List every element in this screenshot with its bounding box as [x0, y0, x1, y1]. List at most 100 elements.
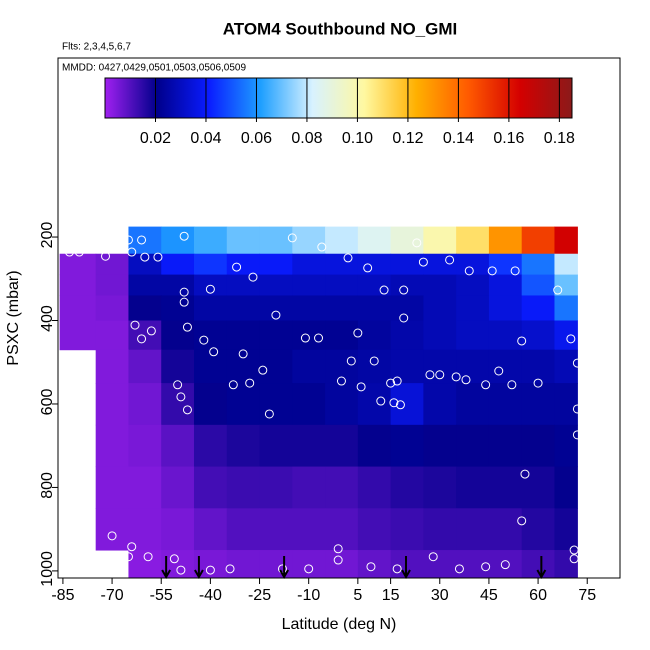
observation-point: [412, 238, 422, 248]
heatmap-cell: [325, 320, 359, 351]
heatmap-cell: [390, 383, 424, 426]
colorbar-tick-label: 0.10: [342, 130, 373, 147]
heatmap-cell: [554, 508, 578, 551]
colorbar-tick-label: 0.02: [140, 130, 171, 147]
x-axis-label: Latitude (deg N): [282, 616, 397, 633]
observation-point: [140, 252, 150, 262]
heatmap-cell: [259, 466, 293, 509]
heatmap-cell: [357, 295, 392, 322]
observation-point: [353, 328, 363, 338]
heatmap-cell: [59, 320, 97, 351]
observation-point: [271, 310, 281, 320]
colorbar-tick-label: 0.16: [493, 130, 524, 147]
observation-point: [464, 266, 474, 276]
heatmap-cell: [193, 349, 228, 384]
observation-point: [379, 285, 389, 295]
observation-point: [173, 380, 183, 390]
heatmap-cell: [128, 320, 162, 351]
heatmap-cell: [456, 550, 490, 578]
plot-frame: [57, 57, 621, 579]
heatmap-cell: [95, 349, 129, 384]
heatmap-cell: [128, 274, 162, 296]
observation-point: [127, 542, 137, 552]
heatmap-cell: [193, 295, 228, 322]
observation-point: [336, 376, 346, 386]
heatmap-cell: [357, 349, 392, 384]
observation-point: [389, 398, 399, 408]
heatmap-cell: [95, 424, 129, 468]
heatmap-cell: [259, 253, 293, 276]
heatmap-cell: [521, 466, 555, 509]
observation-point: [258, 365, 268, 375]
observation-point: [238, 349, 248, 359]
observation-point: [507, 380, 517, 390]
heatmap-cell: [292, 274, 326, 296]
heatmap-cell: [521, 295, 555, 322]
observation-point: [333, 555, 343, 565]
heatmap-cell: [390, 424, 424, 468]
observation-point: [179, 287, 189, 297]
observation-point: [123, 235, 133, 245]
heatmap-cell: [161, 424, 195, 468]
observation-point: [179, 231, 189, 241]
observation-point: [205, 284, 215, 294]
heatmap-cell: [521, 226, 555, 255]
heatmap-cell: [193, 466, 228, 509]
observation-point: [264, 409, 274, 419]
observation-point: [376, 396, 386, 406]
heatmap-cell: [521, 349, 555, 384]
plot-area: 0.02 0.04 0.06 0.08 0.10 0.12 0.14 0.16 0.18: [59, 77, 582, 580]
observation-point: [494, 366, 504, 376]
heatmap-cell: [193, 320, 228, 351]
heatmap-cell: [95, 274, 129, 296]
heatmap-cell: [59, 274, 97, 296]
heatmap-cell: [521, 424, 555, 468]
heatmap-cell: [259, 550, 293, 578]
heatmap-cell: [259, 295, 293, 322]
heatmap-cell: [488, 349, 523, 384]
heatmap-cell: [456, 466, 490, 509]
heatmap-cell: [259, 274, 293, 296]
observation-point: [386, 378, 396, 388]
observation-point: [418, 257, 428, 267]
heatmap-cell: [226, 295, 261, 322]
heatmap-cell: [423, 226, 457, 255]
heatmap-cell: [488, 383, 523, 426]
observation-point: [533, 378, 543, 388]
heatmap-cell: [554, 226, 578, 255]
observation-point: [127, 247, 137, 257]
heatmap-cell: [554, 424, 578, 468]
heatmap-cell: [161, 320, 195, 351]
observation-point: [169, 554, 179, 564]
heatmap-cell: [325, 226, 359, 255]
x-tick-label: -25: [248, 587, 271, 604]
observation-point: [566, 334, 576, 344]
heatmap-cell: [128, 253, 162, 276]
heatmap-cell: [128, 550, 162, 578]
heatmap-cell: [456, 253, 490, 276]
heatmap-cell: [325, 274, 359, 296]
heatmap-cell: [423, 508, 457, 551]
heatmap-cell: [193, 508, 228, 551]
heatmap-cell: [325, 349, 359, 384]
observation-point: [74, 247, 84, 257]
heatmap-cell: [161, 383, 195, 426]
heatmap-cell: [226, 320, 261, 351]
heatmap-cell: [554, 349, 578, 384]
observation-point: [481, 562, 491, 572]
observation-point: [182, 405, 192, 415]
y-tick-label: 800: [39, 472, 56, 499]
heatmap-cell: [161, 508, 195, 551]
heatmap-cell: [423, 295, 457, 322]
heatmap-cell: [423, 550, 457, 578]
observation-point: [176, 565, 186, 575]
observation-point: [64, 247, 74, 257]
heatmap-cell: [59, 253, 97, 276]
heatmap-cell: [193, 226, 228, 255]
observation-point: [510, 266, 520, 276]
observation-point: [392, 564, 402, 574]
observation-point: [225, 564, 235, 574]
heatmap-cell: [128, 295, 162, 322]
observation-point: [366, 562, 376, 572]
